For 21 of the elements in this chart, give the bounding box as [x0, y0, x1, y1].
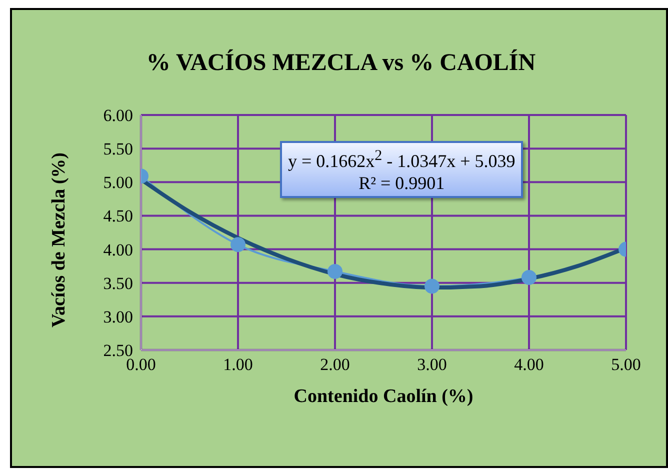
- chart-title: % VACÍOS MEZCLA vs % CAOLÍN: [145, 50, 537, 77]
- equation-box: y = 0.1662x$^{2}$ - 1.0347x + 5.039 R² = 0.9901: [280, 141, 524, 198]
- x-tick-label: 1.00: [223, 355, 253, 374]
- y-tick-label: 4.50: [103, 206, 133, 226]
- y-tick-label: 3.50: [103, 274, 133, 293]
- point: [424, 278, 440, 294]
- x-tick-label: 3.00: [417, 355, 447, 374]
- point: [328, 264, 342, 279]
- y-tick-label: 6.00: [103, 106, 133, 126]
- x-axis-title: Contenido Caolín (%): [294, 386, 474, 407]
- y-tick-label: 4.00: [103, 240, 133, 260]
- y-axis-title: Vacíos de Mezcla (%): [48, 152, 70, 328]
- x-tick-label: 4.00: [514, 355, 544, 374]
- y-tick-label: 5.50: [103, 140, 133, 159]
- x-tick-label: 5.00: [611, 355, 641, 374]
- y-tick-label: 3.00: [103, 307, 133, 326]
- y-tick-label: 5.00: [103, 173, 133, 192]
- x-tick-label: 0.00: [126, 355, 156, 374]
- annotation: y = 0.1662x$^{2}$ - 1.0347x + 5.039: [288, 147, 516, 172]
- x-tick-label: 2.00: [320, 355, 350, 374]
- annotation: R² = 0.9901: [358, 172, 446, 194]
